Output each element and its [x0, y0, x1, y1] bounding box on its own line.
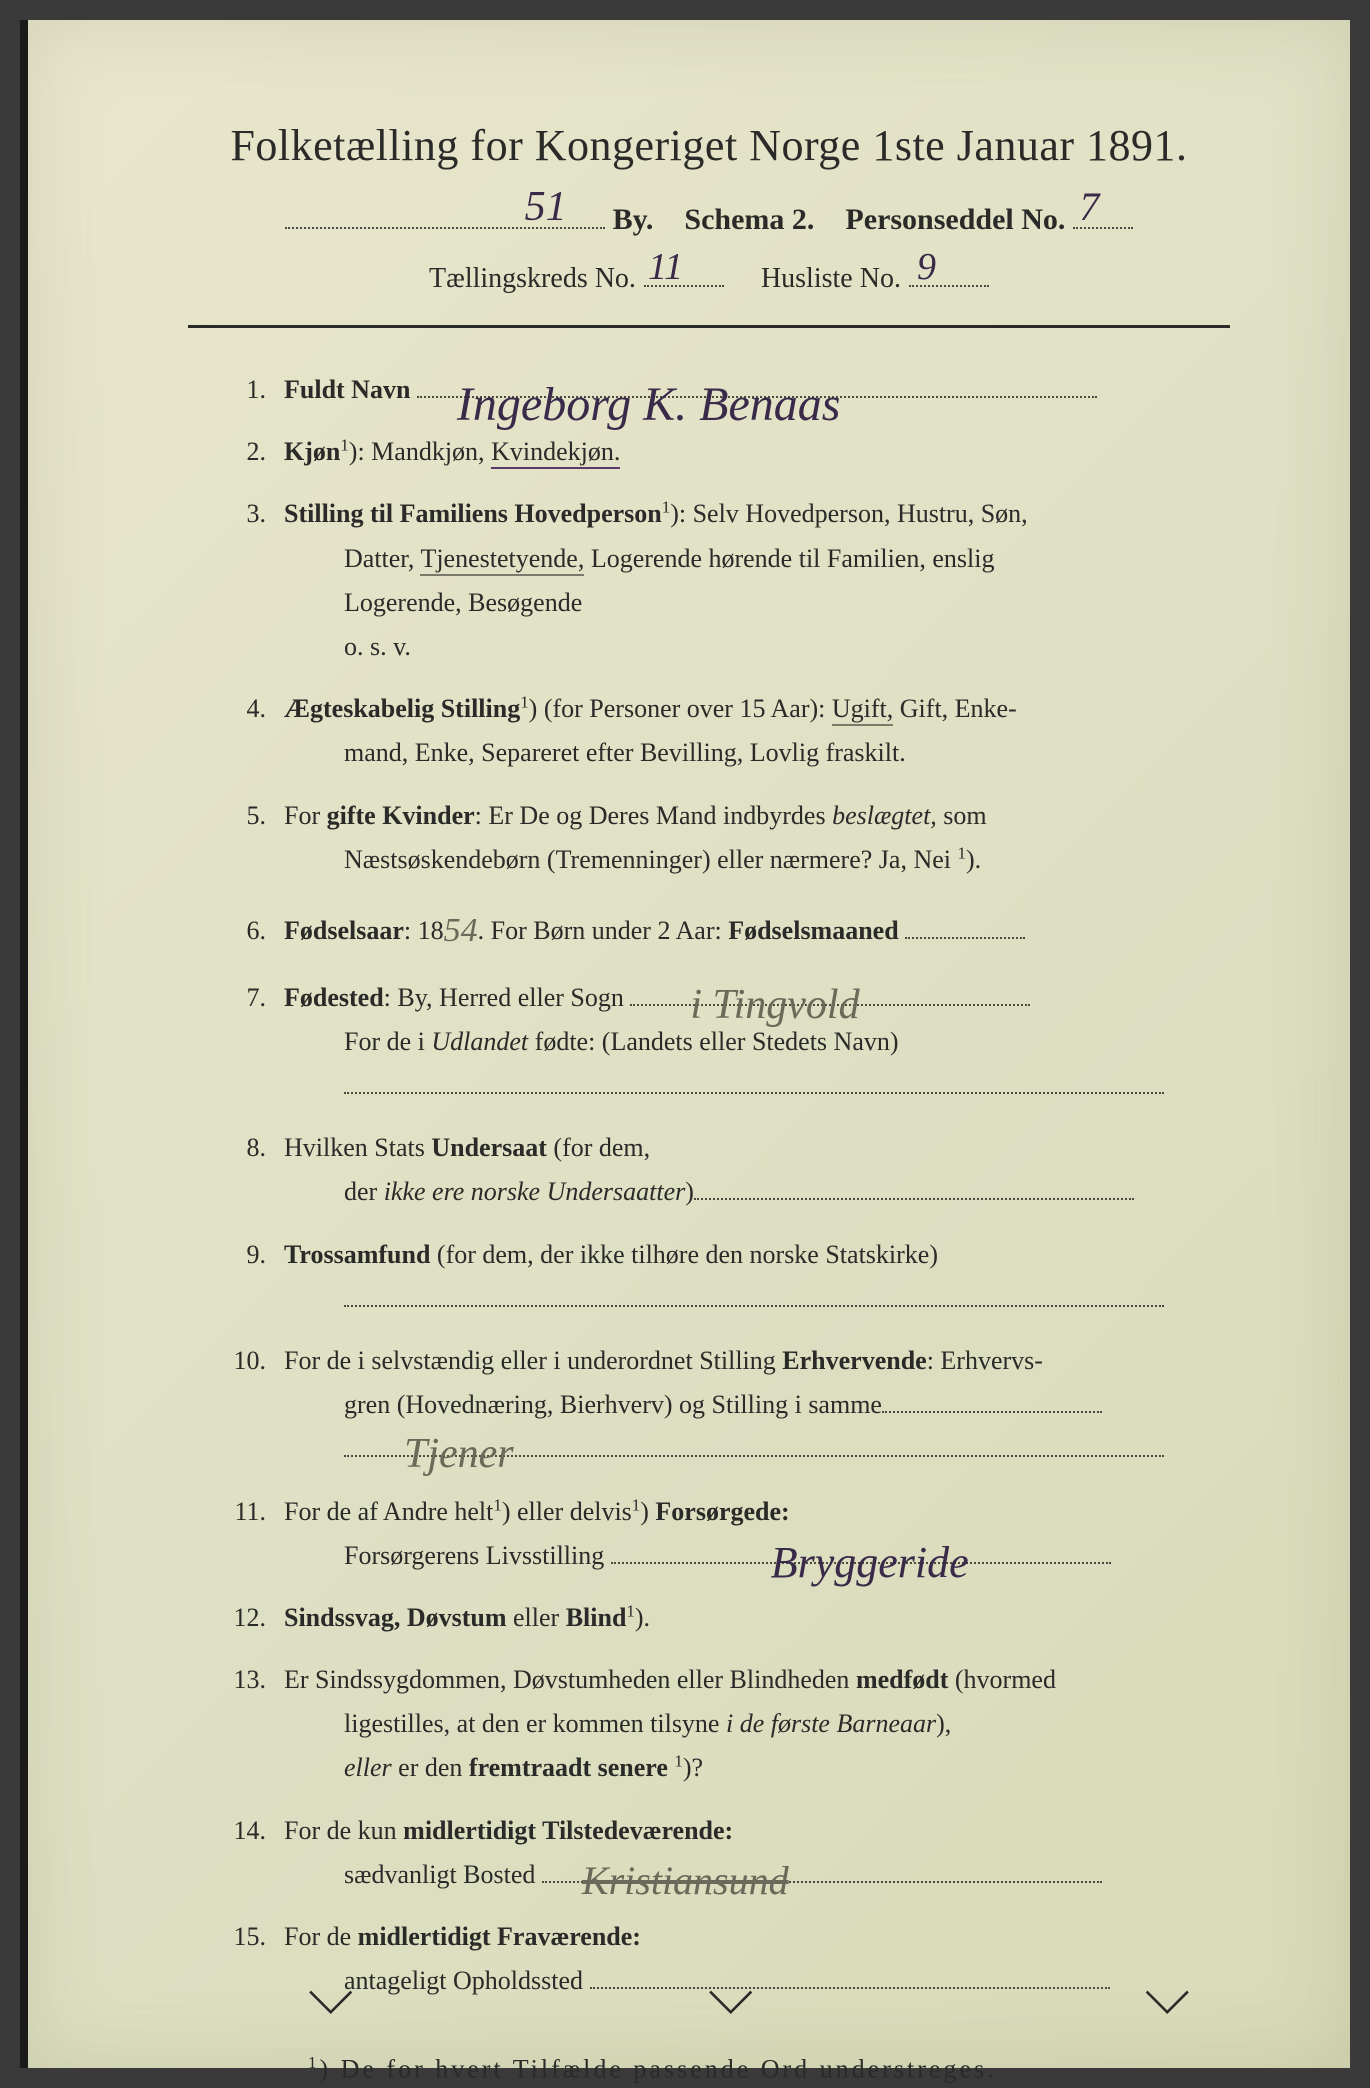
erhverv-field: Tjener [344, 1435, 1164, 1457]
row-6-fodselsaar: 6. Fødselsaar: 1854. For Børn under 2 Aa… [228, 900, 1210, 958]
by-number-value: 51 [525, 183, 567, 231]
row-4-aegteskab: 4. Ægteskabelig Stilling1) (for Personer… [228, 687, 1210, 775]
schema-label: Schema 2. [684, 203, 814, 237]
erhverv-value: Tjener [404, 1419, 514, 1490]
bosted-field: Kristiansund [542, 1861, 1102, 1883]
census-form-page: Folketælling for Kongeriget Norge 1ste J… [20, 20, 1350, 2068]
bosted-value: Kristiansund [582, 1847, 789, 1915]
row-12-sindssvag: 12. Sindssvag, Døvstum eller Blind1). [228, 1596, 1210, 1640]
row-11-forsorgede: 11. For de af Andre helt1) eller delvis1… [228, 1490, 1210, 1578]
row-7-fodested: 7. Fødested: By, Herred eller Sogn i Tin… [228, 976, 1210, 1109]
form-title: Folketælling for Kongeriget Norge 1ste J… [188, 120, 1230, 171]
row-num-10: 10. [228, 1339, 284, 1383]
by-number-field: 51 [285, 201, 605, 229]
form-body: 1. Fuldt Navn Ingeborg K. Benaas 2. Kjøn… [188, 368, 1230, 2085]
footnote: 1) De for hvert Tilfælde passende Ord un… [228, 2053, 1210, 2085]
form-header: Folketælling for Kongeriget Norge 1ste J… [188, 120, 1230, 328]
taellingskreds-no-value: 11 [648, 245, 683, 289]
subtitle-row-2: Tællingskreds No. 11 Husliste No. 9 [188, 259, 1230, 295]
row-num-1: 1. [228, 368, 284, 412]
corner-mark-right: ⌵ [1145, 1959, 1190, 2028]
label-fodested: Fødested [284, 983, 384, 1012]
row-num-11: 11. [228, 1490, 284, 1534]
row-num-15: 15. [228, 1915, 284, 1959]
row-num-7: 7. [228, 976, 284, 1020]
corner-mark-left: ⌵ [308, 1959, 353, 2028]
row-9-trossamfund: 9. Trossamfund (for dem, der ikke tilhør… [228, 1233, 1210, 1321]
kvindekjon-underlined: Kvindekjøn. [491, 437, 620, 469]
personseddel-label: Personseddel No. [845, 203, 1065, 237]
taellingskreds-no-field: 11 [644, 259, 724, 287]
fodested-value: i Tingvold [690, 970, 859, 1041]
row-14-tilstedevaerende: 14. For de kun midlertidigt Tilstedevære… [228, 1809, 1210, 1897]
row-num-8: 8. [228, 1126, 284, 1170]
row-8-undersaat: 8. Hvilken Stats Undersaat (for dem, der… [228, 1126, 1210, 1214]
row-num-14: 14. [228, 1809, 284, 1853]
taellingskreds-label: Tællingskreds No. [429, 263, 636, 295]
subtitle-row-1: 51 By. Schema 2. Personseddel No. 7 [188, 201, 1230, 237]
label-kjon: Kjøn [284, 437, 340, 466]
husliste-label: Husliste No. [761, 263, 901, 295]
row-13-medfodt: 13. Er Sindssygdommen, Døvstumheden elle… [228, 1658, 1210, 1791]
label-stilling: Stilling til Familiens Hovedperson [284, 499, 662, 528]
tjenestetyende-underlined: Tjenestetyende, [420, 544, 584, 576]
row-num-12: 12. [228, 1596, 284, 1640]
row-5-gifte-kvinder: 5. For gifte Kvinder: Er De og Deres Man… [228, 794, 1210, 882]
personseddel-no-field: 7 [1073, 201, 1133, 229]
label-aegteskab: Ægteskabelig Stilling [284, 694, 520, 723]
header-divider [188, 325, 1230, 328]
row-num-6: 6. [228, 909, 284, 953]
row-num-2: 2. [228, 430, 284, 474]
label-fodselsaar: Fødselsaar [284, 916, 404, 945]
personseddel-no-value: 7 [1079, 183, 1099, 230]
corner-mark-mid: ⌵ [708, 1959, 753, 2028]
row-num-9: 9. [228, 1233, 284, 1277]
ugift-underlined: Ugift, [832, 694, 893, 726]
row-2-kjon: 2. Kjøn1): Mandkjøn, Kvindekjøn. [228, 430, 1210, 474]
row-num-13: 13. [228, 1658, 284, 1702]
row-1-fuldt-navn: 1. Fuldt Navn Ingeborg K. Benaas [228, 368, 1210, 412]
year-value: 54 [444, 912, 478, 949]
husliste-no-field: 9 [909, 259, 989, 287]
row-num-5: 5. [228, 794, 284, 838]
by-label: By. [613, 203, 654, 237]
forsorger-field: Bryggeride [611, 1542, 1111, 1564]
label-fuldt-navn: Fuldt Navn [284, 375, 410, 404]
row-num-3: 3. [228, 492, 284, 536]
row-10-erhvervende: 10. For de i selvstændig eller i underor… [228, 1339, 1210, 1472]
row-3-stilling: 3. Stilling til Familiens Hovedperson1):… [228, 492, 1210, 669]
fuldt-navn-field: Ingeborg K. Benaas [417, 376, 1097, 398]
husliste-no-value: 9 [917, 245, 936, 289]
forsorger-value: Bryggeride [771, 1526, 969, 1601]
fodested-field: i Tingvold [630, 984, 1030, 1006]
label-trossamfund: Trossamfund [284, 1240, 430, 1269]
row-num-4: 4. [228, 687, 284, 731]
